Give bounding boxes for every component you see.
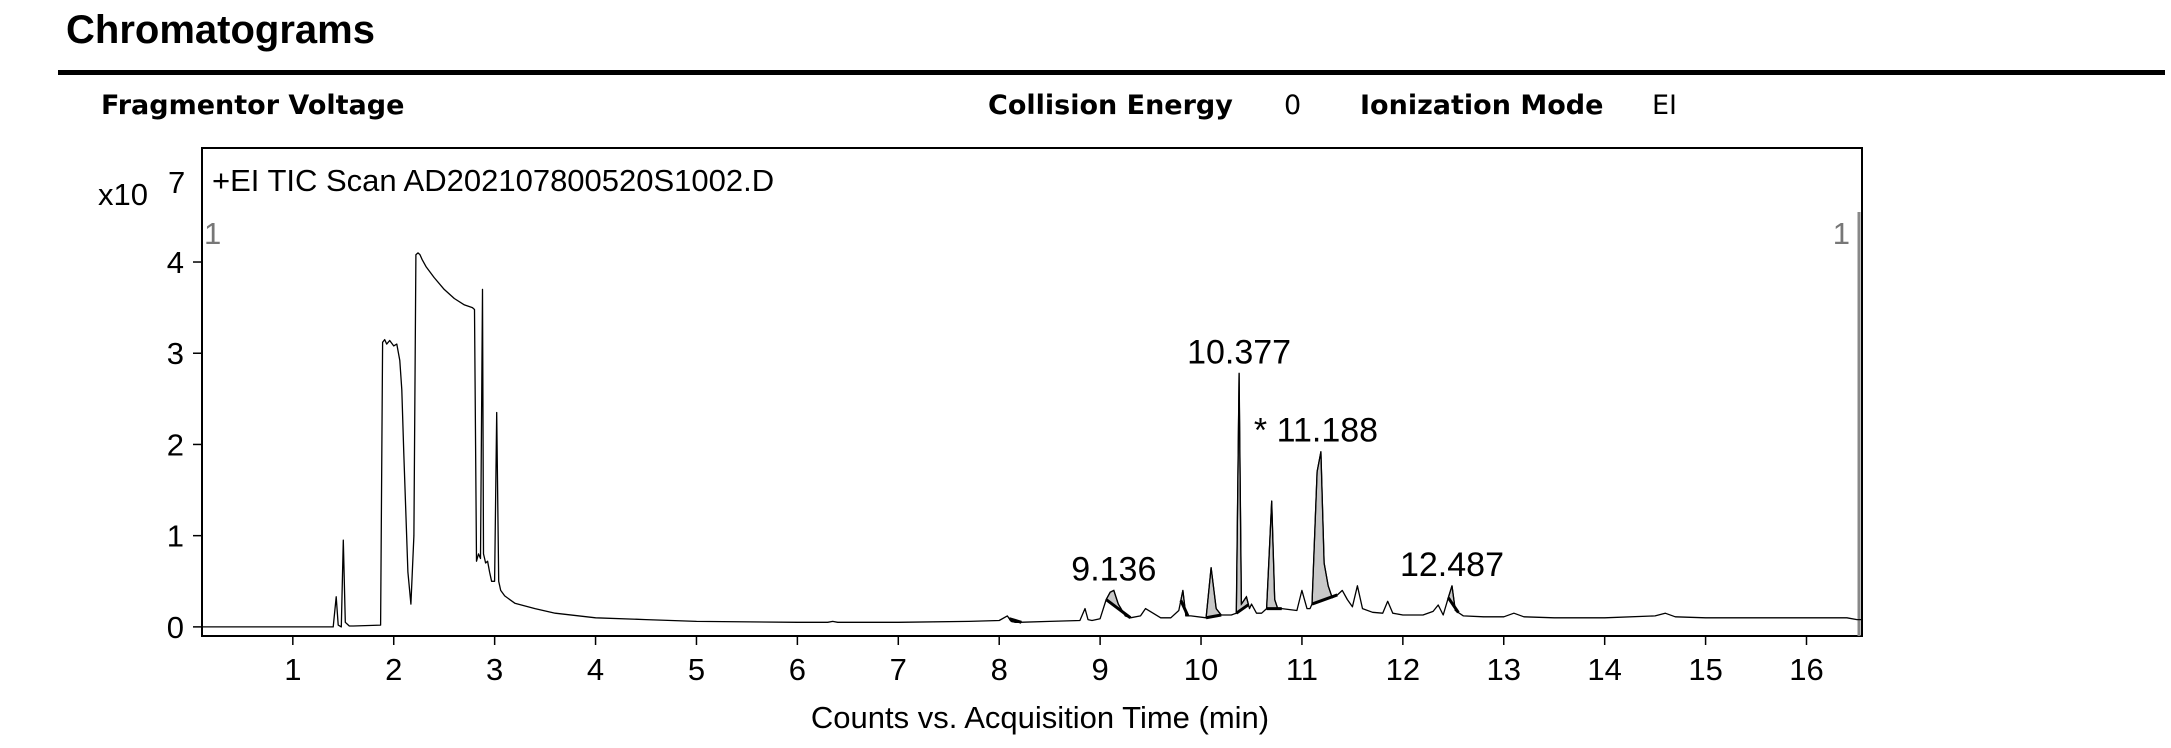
y-tick-label: 3 bbox=[167, 336, 184, 371]
x-tick-label: 12 bbox=[1386, 652, 1420, 687]
peak-baseline bbox=[1447, 596, 1460, 614]
x-tick-label: 9 bbox=[1091, 652, 1108, 687]
x-tick-label: 3 bbox=[486, 652, 503, 687]
series-lines bbox=[202, 252, 1862, 628]
ionization-mode-value: EI bbox=[1652, 90, 1678, 121]
x-tick-label: 11 bbox=[1286, 652, 1318, 687]
x-tick-label: 13 bbox=[1487, 652, 1521, 687]
peak-baseline bbox=[1205, 613, 1222, 620]
collision-energy-label: Collision Energy bbox=[988, 90, 1233, 121]
peak-baseline bbox=[1235, 603, 1250, 615]
y-tick-label: 2 bbox=[167, 427, 184, 462]
peak-baseline bbox=[1311, 593, 1338, 606]
x-tick-label: 1 bbox=[284, 652, 301, 687]
peak-label: * 11.188 bbox=[1254, 412, 1378, 450]
tic-trace bbox=[202, 252, 1862, 628]
x-tick-label: 5 bbox=[688, 652, 705, 687]
y-multiplier-label: x10 bbox=[98, 177, 148, 212]
page-title: Chromatograms bbox=[66, 8, 375, 52]
x-tick-label: 8 bbox=[991, 652, 1008, 687]
collision-energy-value: 0 bbox=[1284, 90, 1302, 121]
x-axis-label: Counts vs. Acquisition Time (min) bbox=[811, 700, 1269, 735]
peak-label: 9.136 bbox=[1071, 550, 1156, 588]
peak-label: 12.487 bbox=[1400, 546, 1504, 584]
fragmentor-voltage-label: Fragmentor Voltage bbox=[101, 90, 405, 121]
x-tick-label: 16 bbox=[1789, 652, 1823, 687]
x-tick-label: 2 bbox=[385, 652, 402, 687]
y-exponent-label: 7 bbox=[168, 165, 185, 200]
x-tick-label: 7 bbox=[890, 652, 907, 687]
chart-title: +EI TIC Scan AD202107800520S1002.D bbox=[212, 163, 774, 198]
chart-labels: 10.377 * 11.188 9.136 12.487 bbox=[1071, 333, 1504, 588]
peak-label: 10.377 bbox=[1187, 333, 1291, 371]
x-tick-label: 15 bbox=[1688, 652, 1722, 687]
title-divider bbox=[58, 70, 2165, 75]
x-tick-label: 14 bbox=[1587, 652, 1621, 687]
ionization-mode-label: Ionization Mode bbox=[1360, 90, 1604, 121]
peak-baseline bbox=[1105, 598, 1132, 619]
plot-frame bbox=[201, 147, 1863, 637]
x-tick-label: 10 bbox=[1184, 652, 1218, 687]
y-tick-label: 0 bbox=[167, 610, 184, 645]
y-tick-label: 4 bbox=[167, 245, 184, 280]
left-cursor-marker: 1 bbox=[204, 216, 221, 251]
x-tick-label: 4 bbox=[587, 652, 604, 687]
x-tick-label: 6 bbox=[789, 652, 806, 687]
right-cursor-marker: 1 bbox=[1833, 216, 1850, 251]
y-tick-label: 1 bbox=[167, 519, 184, 554]
